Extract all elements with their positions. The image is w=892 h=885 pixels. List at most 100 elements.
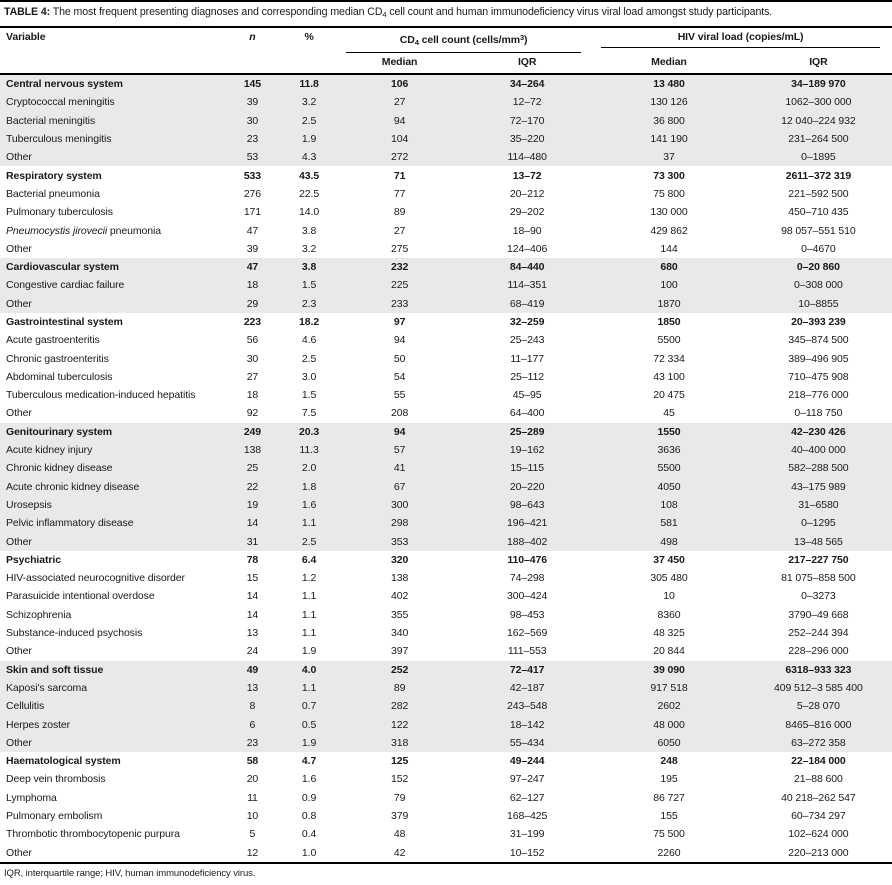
diagnoses-table: Variable n % CD4 cell count (cells/mm3) … bbox=[0, 28, 892, 862]
cd4-median-cell: 225 bbox=[390, 279, 409, 292]
table-row: Substance-induced psychosis 13 1.1 340 162–5… bbox=[0, 624, 892, 642]
hiv-median-cell: 130 000 bbox=[650, 206, 688, 219]
hiv-iqr-cell: 0–1295 bbox=[801, 517, 836, 530]
cd4-median-cell: 57 bbox=[393, 444, 406, 457]
cd4-iqr-cell: 20–220 bbox=[509, 480, 545, 493]
hiv-iqr-cell: 252–244 394 bbox=[788, 627, 849, 640]
n-cell: 533 bbox=[243, 169, 262, 182]
variable-cell: Psychiatric bbox=[6, 553, 61, 566]
n-cell: 145 bbox=[243, 78, 262, 91]
variable-cell: Herpes zoster bbox=[6, 718, 71, 731]
variable-cell: Cryptococcal meningitis bbox=[6, 96, 115, 109]
variable-cell: HIV-associated neurocognitive disorder bbox=[6, 572, 185, 585]
hiv-median-cell: 20 844 bbox=[653, 645, 685, 658]
cd4-median-cell: 282 bbox=[390, 700, 409, 713]
hiv-iqr-cell: 43–175 989 bbox=[791, 480, 846, 493]
table-row: Chronic gastroenteritis 30 2.5 50 11–177 72 3… bbox=[0, 349, 892, 367]
hiv-iqr-cell: 42–230 426 bbox=[791, 425, 846, 438]
cd4-iqr-cell: 168–425 bbox=[507, 810, 548, 823]
cd4-iqr-cell: 98–453 bbox=[509, 608, 545, 621]
cd4-median-cell: 48 bbox=[393, 828, 406, 841]
cd4-median-cell: 55 bbox=[393, 389, 406, 402]
cd4-median-cell: 54 bbox=[393, 370, 406, 383]
hiv-median-cell: 86 727 bbox=[653, 791, 685, 804]
n-cell: 8 bbox=[249, 700, 256, 713]
n-cell: 19 bbox=[246, 498, 259, 511]
hiv-iqr-cell: 582–288 500 bbox=[788, 462, 849, 475]
cd4-units: cell count (cells/mm bbox=[418, 34, 520, 46]
table-row: Other 12 1.0 42 10–152 2260 220–213 000 bbox=[0, 843, 892, 861]
variable-cell: Haematological system bbox=[6, 755, 121, 768]
cd4-iqr-cell: 18–142 bbox=[509, 718, 545, 731]
percent-cell: 1.1 bbox=[301, 627, 317, 640]
cd4-median-cell: 298 bbox=[390, 517, 409, 530]
system-row: Gastrointestinal system 223 18.2 97 32–259 18… bbox=[0, 313, 892, 331]
percent-cell: 6.4 bbox=[301, 553, 317, 566]
table-row: Pneumocystis jirovecii pneumonia 47 3.8 27 1… bbox=[0, 221, 892, 239]
cd4-iqr-cell: 18–90 bbox=[512, 224, 542, 237]
table-row: Pulmonary embolism 10 0.8 379 168–425 155 60–7… bbox=[0, 807, 892, 825]
n-cell: 13 bbox=[246, 627, 259, 640]
cd4-iqr-cell: 97–247 bbox=[509, 773, 545, 786]
system-row: Genitourinary system 249 20.3 94 25–289 1550 4… bbox=[0, 422, 892, 441]
hiv-iqr-cell: 0–118 750 bbox=[794, 407, 843, 420]
cd4-median-cell: 94 bbox=[393, 334, 406, 347]
hiv-median-cell: 141 190 bbox=[650, 133, 688, 146]
cd4-iqr-cell: 84–440 bbox=[509, 261, 545, 274]
percent-cell: 1.0 bbox=[301, 846, 317, 859]
n-cell: 14 bbox=[246, 608, 259, 621]
percent-cell: 3.8 bbox=[301, 261, 317, 274]
table-title-label: TABLE 4: bbox=[4, 6, 51, 18]
n-cell: 39 bbox=[246, 96, 259, 109]
hiv-iqr-cell: 345–874 500 bbox=[788, 334, 849, 347]
hiv-iqr-cell: 450–710 435 bbox=[788, 206, 849, 219]
cd4-iqr-cell: 110–476 bbox=[507, 553, 547, 566]
cd4-iqr-cell: 25–289 bbox=[509, 425, 545, 438]
cd4-iqr-cell: 114–480 bbox=[507, 151, 547, 164]
hiv-median-cell: 36 800 bbox=[653, 114, 685, 127]
cd4-iqr-cell: 196–421 bbox=[507, 517, 548, 530]
variable-cell: Cardiovascular system bbox=[6, 261, 119, 274]
percent-cell: 1.5 bbox=[301, 389, 317, 402]
hiv-median-cell: 1870 bbox=[657, 297, 681, 310]
group-header-hiv: HIV viral load (copies/mL) bbox=[593, 28, 892, 54]
cd4-median-cell: 122 bbox=[390, 718, 409, 731]
hiv-median-cell: 75 500 bbox=[653, 828, 685, 841]
cd4-median-cell: 79 bbox=[393, 791, 406, 804]
n-cell: 12 bbox=[246, 846, 259, 859]
hiv-iqr-cell: 31–6580 bbox=[798, 498, 839, 511]
n-cell: 53 bbox=[246, 151, 259, 164]
percent-cell: 7.5 bbox=[301, 407, 317, 420]
hiv-iqr-cell: 3790–49 668 bbox=[788, 608, 849, 621]
table-row: HIV-associated neurocognitive disorder 15… bbox=[0, 569, 892, 587]
cd4-iqr-cell: 12–72 bbox=[512, 96, 542, 109]
n-cell: 13 bbox=[246, 681, 259, 694]
cd4-iqr-cell: 13–72 bbox=[512, 169, 542, 182]
variable-cell: Pelvic inflammatory disease bbox=[6, 517, 134, 530]
n-cell: 15 bbox=[246, 572, 259, 585]
variable-cell: Skin and soft tissue bbox=[6, 663, 104, 676]
variable-cell: Substance-induced psychosis bbox=[6, 627, 143, 640]
cd4-median-cell: 89 bbox=[393, 681, 406, 694]
n-cell: 24 bbox=[246, 645, 259, 658]
table-row: Other 31 2.5 353 188–402 498 13–48 565 bbox=[0, 532, 892, 551]
cd4-median-cell: 27 bbox=[393, 96, 406, 109]
percent-cell: 1.1 bbox=[301, 608, 317, 621]
table-row: Parasuicide intentional overdose 14 1.1 402… bbox=[0, 587, 892, 605]
hiv-median-cell: 48 325 bbox=[653, 627, 685, 640]
hiv-iqr-cell: 13–48 565 bbox=[794, 535, 843, 548]
cd4-iqr-cell: 45–95 bbox=[512, 389, 542, 402]
table-row: Congestive cardiac failure 18 1.5 225 114–35… bbox=[0, 276, 892, 295]
group-header-cd4: CD4 cell count (cells/mm3) bbox=[338, 28, 593, 54]
table-row: Other 92 7.5 208 64–400 45 0–118 750 bbox=[0, 404, 892, 422]
hiv-iqr-cell: 0–1895 bbox=[801, 151, 836, 164]
percent-cell: 14.0 bbox=[299, 206, 320, 219]
percent-cell: 4.3 bbox=[301, 151, 317, 164]
hiv-median-cell: 917 518 bbox=[650, 681, 688, 694]
cd4-median-cell: 97 bbox=[393, 316, 406, 328]
n-cell: 6 bbox=[249, 718, 256, 731]
hiv-median-cell: 3636 bbox=[657, 444, 681, 457]
system-row: Cardiovascular system 47 3.8 232 84–440 680 0–… bbox=[0, 257, 892, 277]
hiv-median-cell: 2602 bbox=[657, 700, 681, 713]
hiv-median-cell: 48 000 bbox=[653, 718, 685, 731]
